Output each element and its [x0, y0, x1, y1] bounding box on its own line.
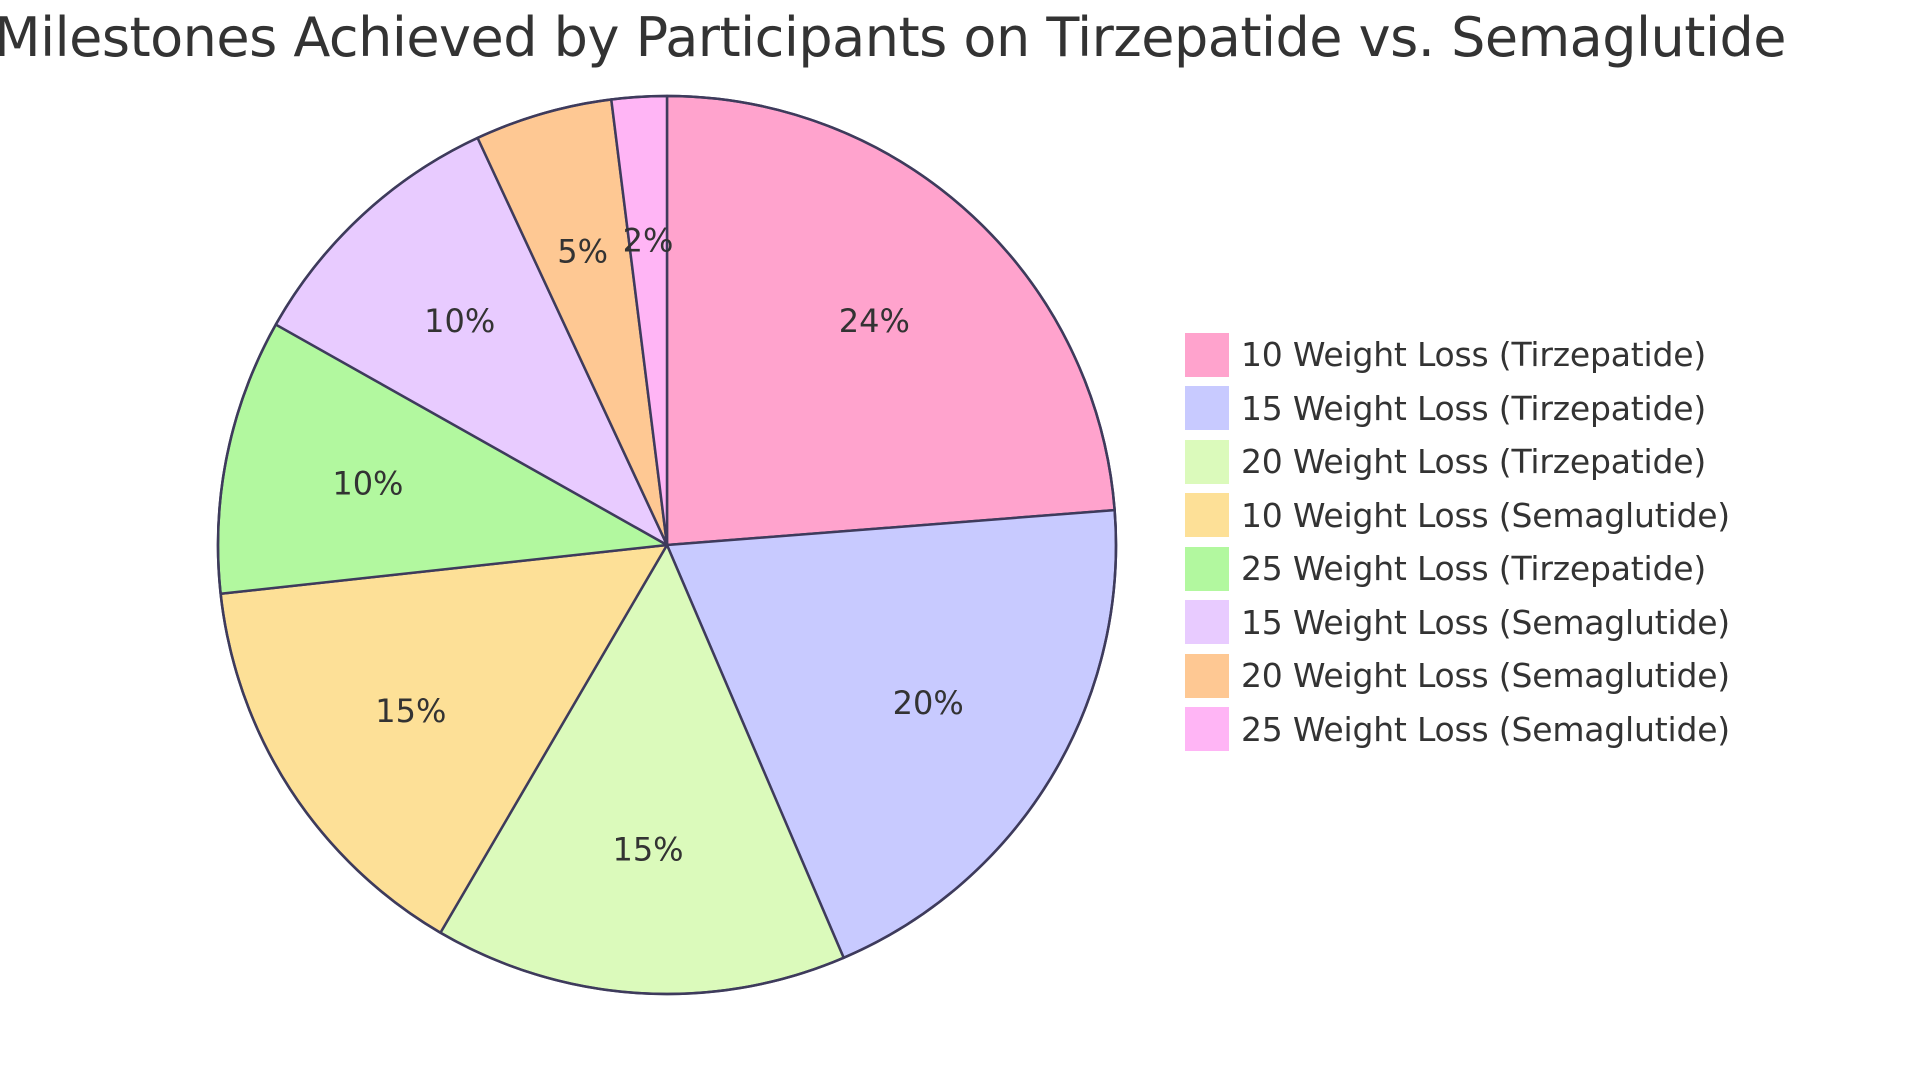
legend-label: 15 Weight Loss (Tirzepatide) — [1241, 388, 1706, 428]
legend-swatch — [1185, 653, 1229, 698]
legend-swatch — [1185, 439, 1229, 484]
legend-swatch — [1185, 493, 1229, 538]
legend-label: 15 Weight Loss (Semaglutide) — [1241, 602, 1730, 642]
legend-item[interactable]: 10 Weight Loss (Semaglutide) — [1185, 489, 1730, 543]
pie-outline — [216, 94, 1118, 996]
legend-label: 25 Weight Loss (Tirzepatide) — [1241, 549, 1706, 589]
legend-item[interactable]: 25 Weight Loss (Tirzepatide) — [1185, 542, 1730, 596]
legend-label: 20 Weight Loss (Semaglutide) — [1241, 656, 1730, 696]
slice-percent-label: 15% — [375, 692, 446, 730]
legend-label: 25 Weight Loss (Semaglutide) — [1241, 709, 1730, 749]
chart-legend: 10 Weight Loss (Tirzepatide) 15 Weight Lo… — [1185, 328, 1730, 756]
legend-label: 20 Weight Loss (Tirzepatide) — [1241, 442, 1706, 482]
slice-percent-label: 20% — [893, 684, 964, 722]
legend-item[interactable]: 25 Weight Loss (Semaglutide) — [1185, 703, 1730, 757]
legend-item[interactable]: 15 Weight Loss (Semaglutide) — [1185, 596, 1730, 650]
slice-percent-label: 10% — [424, 302, 495, 340]
legend-item[interactable]: 20 Weight Loss (Semaglutide) — [1185, 649, 1730, 703]
legend-swatch — [1185, 386, 1229, 431]
slice-percent-label: 15% — [612, 831, 683, 869]
legend-swatch — [1185, 546, 1229, 591]
legend-item[interactable]: 10 Weight Loss (Tirzepatide) — [1185, 328, 1730, 382]
legend-swatch — [1185, 707, 1229, 752]
slice-percent-label: 5% — [557, 233, 608, 271]
legend-swatch — [1185, 332, 1229, 377]
chart-title: Milestones Achieved by Participants on T… — [0, 6, 1786, 69]
slice-percent-label: 24% — [839, 302, 910, 340]
legend-label: 10 Weight Loss (Tirzepatide) — [1241, 335, 1706, 375]
legend-item[interactable]: 20 Weight Loss (Tirzepatide) — [1185, 435, 1730, 489]
legend-swatch — [1185, 600, 1229, 645]
legend-label: 10 Weight Loss (Semaglutide) — [1241, 495, 1730, 535]
slice-percent-label: 2% — [623, 221, 674, 259]
legend-item[interactable]: 15 Weight Loss (Tirzepatide) — [1185, 382, 1730, 436]
slice-percent-label: 10% — [332, 465, 403, 503]
